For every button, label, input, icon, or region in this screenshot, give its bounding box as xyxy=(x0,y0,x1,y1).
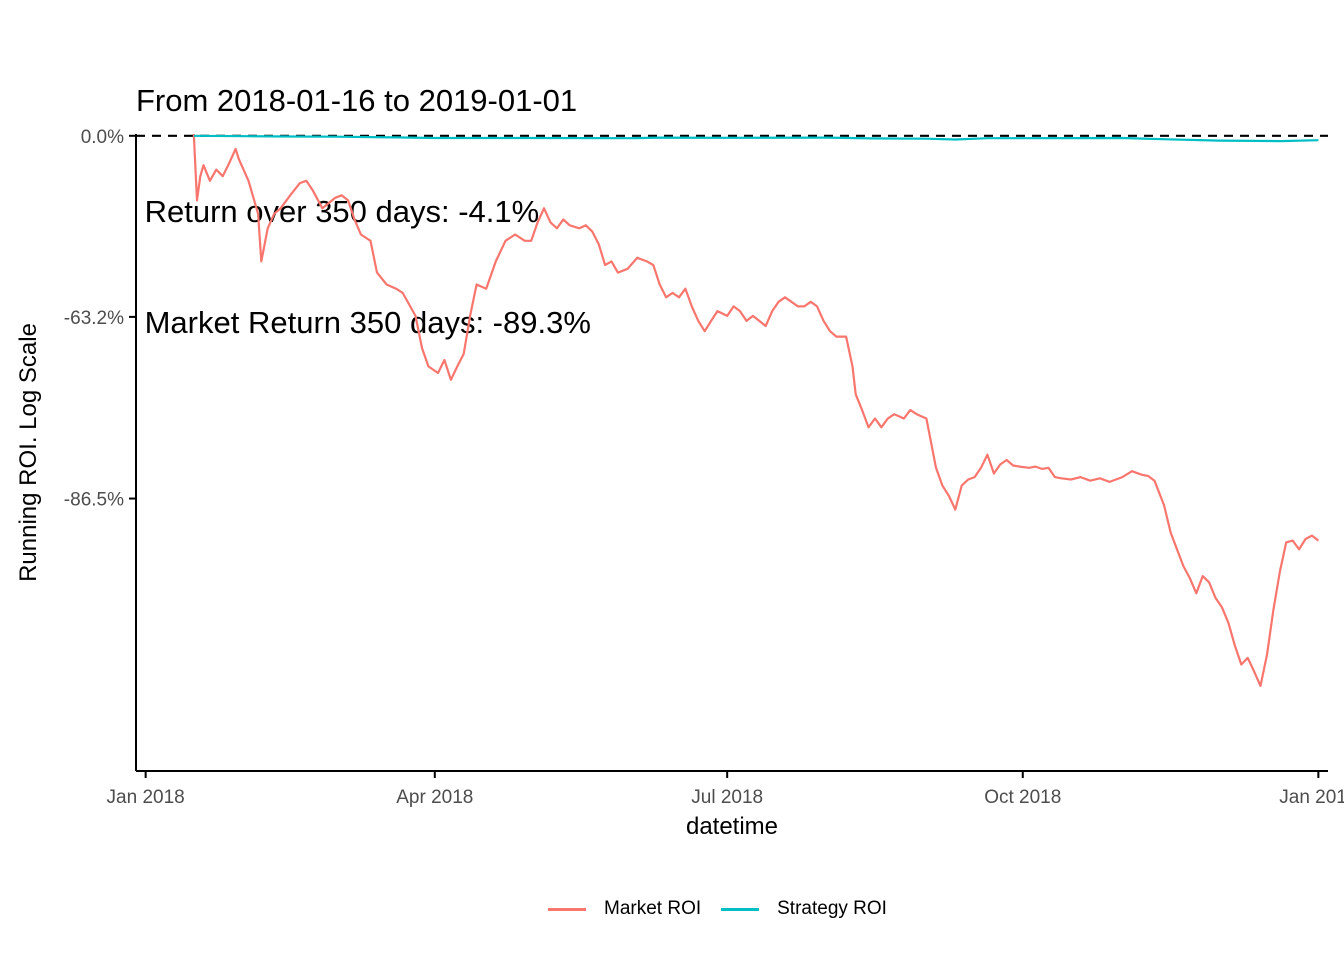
x-tick-label: Jan 2019 xyxy=(1279,787,1344,808)
legend-item-strategy: Strategy ROI xyxy=(721,898,887,920)
x-tick-label: Oct 2018 xyxy=(984,787,1061,808)
y-tick-label: -63.2% xyxy=(64,308,124,329)
chart-title: From 2018-01-16 to 2019-01-01 Return ove… xyxy=(136,8,591,378)
x-tick-label: Jan 2018 xyxy=(107,787,185,808)
title-line-3: Market Return 350 days: -89.3% xyxy=(136,305,591,340)
x-tick-label: Jul 2018 xyxy=(691,787,763,808)
legend-item-market: Market ROI xyxy=(548,898,701,920)
legend-key-strategy xyxy=(721,907,760,911)
series-line-strategy-roi xyxy=(193,134,1319,143)
x-axis-title: datetime xyxy=(686,813,778,840)
series-line-market-roi xyxy=(192,133,1320,688)
title-line-1: From 2018-01-16 to 2019-01-01 xyxy=(136,83,578,118)
title-line-2: Return over 350 days: -4.1% xyxy=(136,194,540,229)
y-tick-label: -86.5% xyxy=(64,490,124,511)
x-tick-label: Apr 2018 xyxy=(396,787,473,808)
chart-legend: Market ROI Strategy ROI xyxy=(548,894,907,924)
y-axis-title: Running ROI. Log Scale xyxy=(15,323,42,582)
y-tick-label: 0.0% xyxy=(81,127,124,148)
legend-label-strategy: Strategy ROI xyxy=(777,898,887,919)
legend-label-market: Market ROI xyxy=(604,898,702,919)
legend-key-market xyxy=(548,907,586,911)
